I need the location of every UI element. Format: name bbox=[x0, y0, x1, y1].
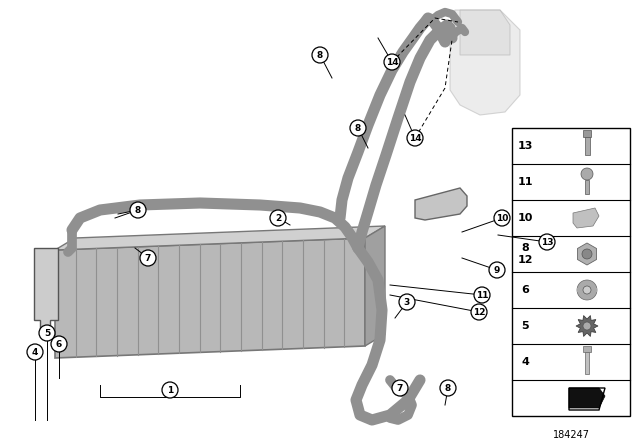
Bar bbox=[583, 130, 591, 137]
Text: 184247: 184247 bbox=[552, 430, 589, 440]
Text: 11: 11 bbox=[476, 290, 488, 300]
Text: 12: 12 bbox=[473, 307, 485, 316]
Text: 3: 3 bbox=[404, 297, 410, 306]
Text: 5: 5 bbox=[521, 321, 529, 331]
Text: 4: 4 bbox=[32, 348, 38, 357]
Text: 9: 9 bbox=[494, 266, 500, 275]
Polygon shape bbox=[569, 388, 605, 408]
Circle shape bbox=[494, 210, 510, 226]
Text: 6: 6 bbox=[521, 285, 529, 295]
Text: 8: 8 bbox=[355, 124, 361, 133]
Text: 8: 8 bbox=[445, 383, 451, 392]
Circle shape bbox=[350, 120, 366, 136]
Text: 8: 8 bbox=[135, 206, 141, 215]
Polygon shape bbox=[415, 188, 467, 220]
Polygon shape bbox=[55, 238, 365, 358]
Circle shape bbox=[162, 382, 178, 398]
Circle shape bbox=[384, 54, 400, 70]
Text: 14: 14 bbox=[386, 57, 398, 66]
Circle shape bbox=[312, 47, 328, 63]
Text: 5: 5 bbox=[44, 328, 50, 337]
Text: 7: 7 bbox=[145, 254, 151, 263]
Circle shape bbox=[51, 336, 67, 352]
Polygon shape bbox=[55, 226, 385, 250]
Polygon shape bbox=[34, 248, 58, 330]
Text: 4: 4 bbox=[521, 357, 529, 367]
Text: 2: 2 bbox=[275, 214, 281, 223]
Bar bbox=[512, 128, 630, 416]
Circle shape bbox=[471, 304, 487, 320]
Circle shape bbox=[392, 380, 408, 396]
Circle shape bbox=[140, 250, 156, 266]
Text: 7: 7 bbox=[397, 383, 403, 392]
Circle shape bbox=[577, 280, 597, 300]
Bar bbox=[585, 180, 589, 194]
Text: 10: 10 bbox=[496, 214, 508, 223]
Circle shape bbox=[39, 325, 55, 341]
Circle shape bbox=[583, 322, 591, 330]
Circle shape bbox=[270, 210, 286, 226]
Circle shape bbox=[474, 287, 490, 303]
Bar bbox=[584, 137, 589, 155]
Text: 13: 13 bbox=[541, 237, 553, 246]
Circle shape bbox=[130, 202, 146, 218]
Text: 13: 13 bbox=[517, 141, 532, 151]
Circle shape bbox=[582, 249, 592, 259]
Text: 8
12: 8 12 bbox=[517, 243, 532, 265]
Circle shape bbox=[440, 380, 456, 396]
Text: 10: 10 bbox=[517, 213, 532, 223]
Text: 6: 6 bbox=[56, 340, 62, 349]
Circle shape bbox=[27, 344, 43, 360]
Text: 1: 1 bbox=[167, 385, 173, 395]
Polygon shape bbox=[365, 226, 385, 346]
Circle shape bbox=[399, 294, 415, 310]
Text: 8: 8 bbox=[317, 51, 323, 60]
Polygon shape bbox=[573, 208, 599, 228]
Circle shape bbox=[489, 262, 505, 278]
Circle shape bbox=[539, 234, 555, 250]
Polygon shape bbox=[577, 243, 596, 265]
Bar bbox=[585, 352, 589, 374]
Text: 14: 14 bbox=[409, 134, 421, 142]
Polygon shape bbox=[576, 315, 598, 336]
Bar bbox=[583, 346, 591, 352]
Circle shape bbox=[583, 286, 591, 294]
Polygon shape bbox=[450, 10, 520, 115]
Bar bbox=[577, 288, 597, 292]
Circle shape bbox=[581, 168, 593, 180]
Text: 11: 11 bbox=[517, 177, 532, 187]
Polygon shape bbox=[460, 10, 510, 55]
Circle shape bbox=[407, 130, 423, 146]
